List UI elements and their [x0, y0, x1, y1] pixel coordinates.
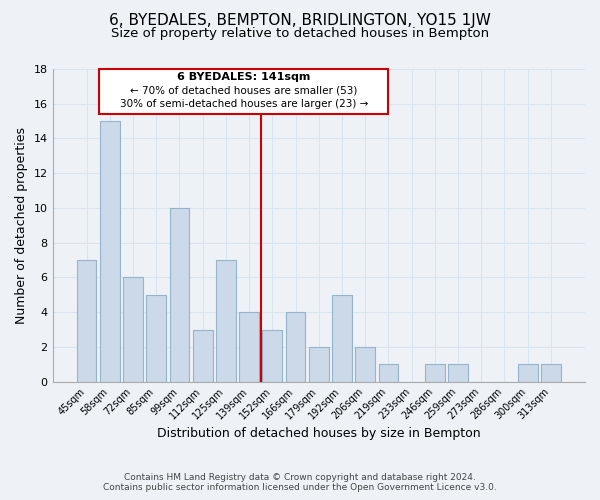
Text: 30% of semi-detached houses are larger (23) →: 30% of semi-detached houses are larger (… — [120, 98, 368, 108]
Bar — [216, 260, 236, 382]
Bar — [123, 278, 143, 382]
Text: Contains HM Land Registry data © Crown copyright and database right 2024.
Contai: Contains HM Land Registry data © Crown c… — [103, 473, 497, 492]
Bar — [170, 208, 190, 382]
Bar — [309, 347, 329, 382]
Bar — [193, 330, 212, 382]
Bar — [541, 364, 561, 382]
Text: ← 70% of detached houses are smaller (53): ← 70% of detached houses are smaller (53… — [130, 86, 358, 96]
Bar — [518, 364, 538, 382]
Bar — [379, 364, 398, 382]
Text: Size of property relative to detached houses in Bempton: Size of property relative to detached ho… — [111, 28, 489, 40]
Y-axis label: Number of detached properties: Number of detached properties — [15, 127, 28, 324]
Bar — [332, 295, 352, 382]
FancyBboxPatch shape — [100, 69, 388, 114]
Bar — [425, 364, 445, 382]
X-axis label: Distribution of detached houses by size in Bempton: Distribution of detached houses by size … — [157, 427, 481, 440]
Text: 6, BYEDALES, BEMPTON, BRIDLINGTON, YO15 1JW: 6, BYEDALES, BEMPTON, BRIDLINGTON, YO15 … — [109, 12, 491, 28]
Bar — [77, 260, 97, 382]
Bar — [100, 121, 119, 382]
Bar — [262, 330, 282, 382]
Bar — [286, 312, 305, 382]
Bar — [146, 295, 166, 382]
Bar — [239, 312, 259, 382]
Text: 6 BYEDALES: 141sqm: 6 BYEDALES: 141sqm — [177, 72, 311, 82]
Bar — [448, 364, 468, 382]
Bar — [355, 347, 375, 382]
